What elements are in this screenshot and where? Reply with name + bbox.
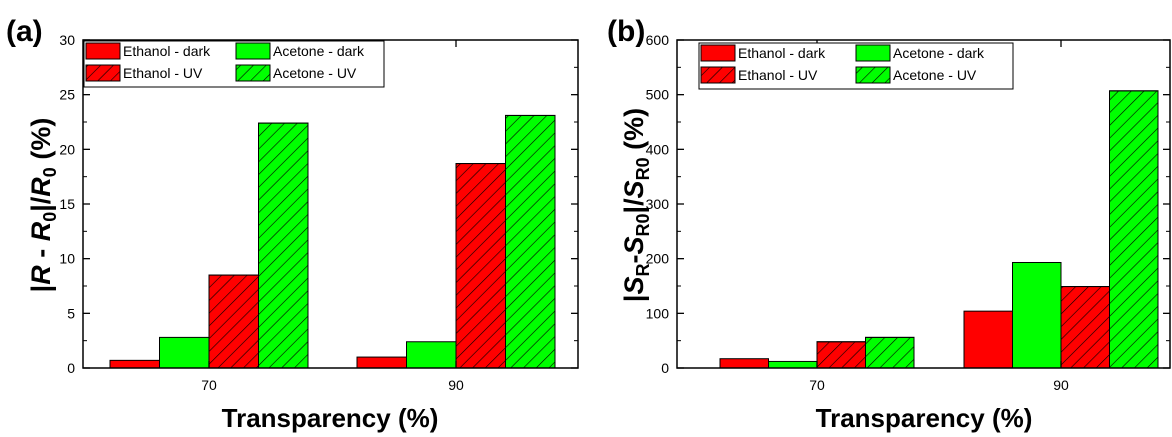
- legend-entry: Ethanol - dark: [738, 45, 826, 61]
- y-tick-label: 15: [59, 196, 75, 212]
- bar-ethanol-dark-90: [356, 356, 407, 369]
- legend-entry: Ethanol - UV: [123, 65, 203, 81]
- bar-ethanol-dark-70: [719, 358, 769, 369]
- panel-label-b: (b): [607, 15, 645, 48]
- bar-acetone-dark-90: [1012, 261, 1062, 369]
- legend-entry: Acetone - dark: [893, 45, 985, 61]
- chart-panel-b: (b) |SR-SR0|/SR0 (%) 0100200300400500600…: [607, 15, 1171, 433]
- chart-panel-a: (a) |R - R0|/R0 (%) 0 5 10 15 20 25 30 70 90 Etha…: [6, 15, 579, 433]
- legend-swatch: [85, 42, 121, 60]
- legend-swatch: [235, 42, 271, 60]
- y-tick-label: 5: [67, 305, 75, 321]
- y-tick-label: 30: [59, 32, 75, 48]
- legend: Ethanol - dark Acetone - dark Ethanol - UV…: [83, 40, 385, 88]
- bar-ethanol-dark-90: [963, 310, 1013, 369]
- x-tick-label: 70: [201, 377, 217, 393]
- x-axis-title-b: Transparency (%): [816, 403, 1033, 433]
- legend-entry: Acetone - UV: [893, 67, 977, 83]
- y-axis-title-a: |R - R0|/R0 (%): [26, 118, 60, 293]
- y-tick-label: 600: [646, 32, 670, 48]
- x-tick-label: 90: [1053, 377, 1069, 393]
- legend-swatch: [700, 44, 736, 62]
- x-tick-label: 90: [448, 377, 464, 393]
- panel-label-a: (a): [6, 15, 43, 48]
- legend-entry: Acetone - dark: [273, 43, 365, 59]
- bar-acetone-dark-70: [159, 336, 210, 369]
- legend-entry: Ethanol - UV: [738, 67, 818, 83]
- legend-entry: Ethanol - dark: [123, 43, 211, 59]
- y-tick-label: 0: [67, 360, 75, 376]
- y-tick-label: 400: [646, 141, 670, 157]
- legend-entry: Acetone - UV: [273, 65, 357, 81]
- legend: Ethanol - dark Acetone - dark Ethanol - UV…: [698, 42, 1014, 90]
- bar-acetone-dark-70: [768, 360, 818, 369]
- x-axis-title-a: Transparency (%): [222, 403, 439, 433]
- y-tick-label: 10: [59, 251, 75, 267]
- legend-swatch: [855, 44, 891, 62]
- bar-acetone-dark-90: [406, 341, 457, 369]
- y-tick-label: 0: [661, 360, 669, 376]
- y-tick-label: 20: [59, 141, 75, 157]
- bar-ethanol-dark-70: [109, 359, 160, 369]
- y-tick-label: 100: [646, 305, 670, 321]
- x-tick-label: 70: [809, 377, 825, 393]
- y-tick-label: 300: [646, 196, 670, 212]
- y-tick-label: 500: [646, 87, 670, 103]
- y-tick-label: 200: [646, 251, 670, 267]
- y-tick-label: 25: [59, 87, 75, 103]
